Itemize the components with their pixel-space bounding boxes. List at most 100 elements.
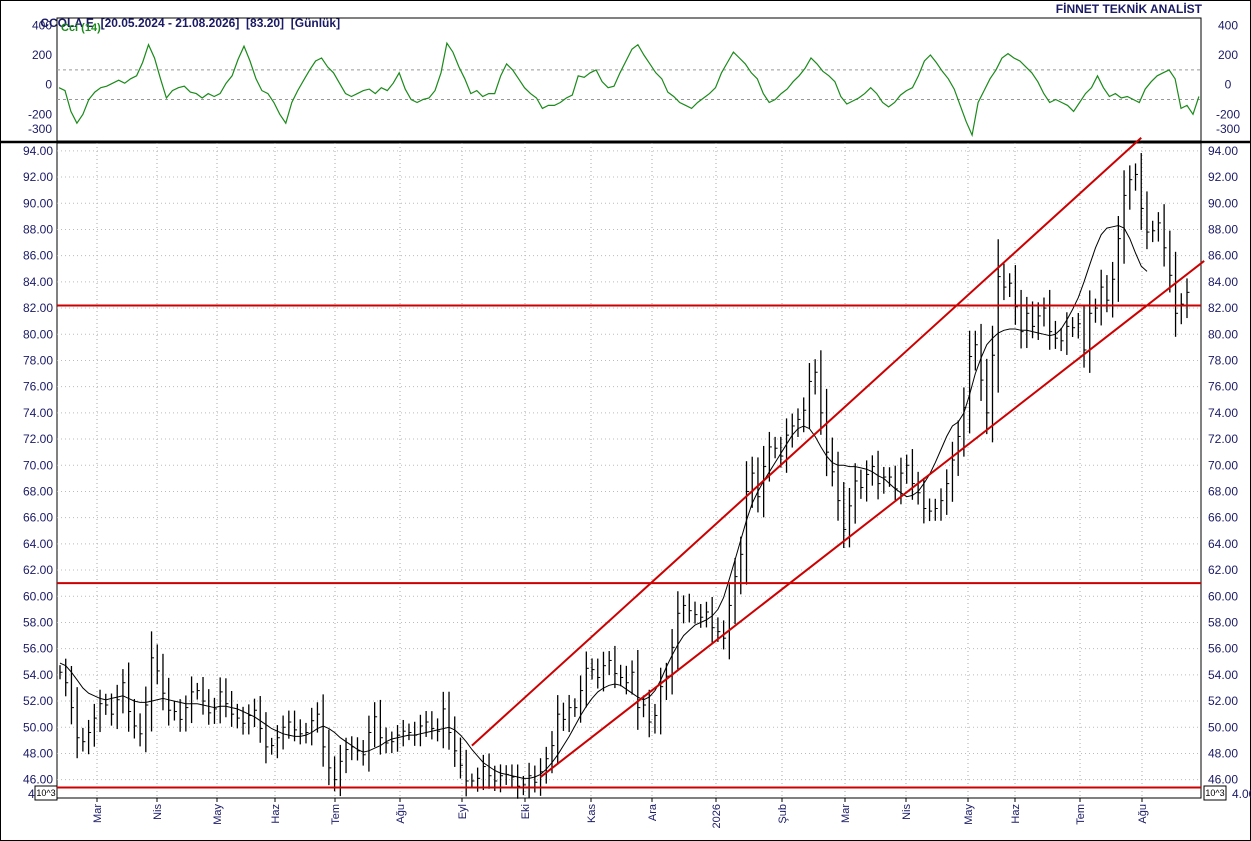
price-y-tick-label-right: 52.00 (1208, 694, 1238, 708)
cci-y-tick-label-left: -200 (28, 107, 52, 121)
price-y-tick-label-right: 92.00 (1208, 170, 1238, 184)
cci-y-tick-label-right: -300 (1216, 122, 1240, 136)
x-tick-label: Tem (1075, 804, 1087, 825)
x-tick-label: May (963, 804, 975, 825)
x-tick-label: May (212, 804, 224, 825)
period-label: [Günlük] (290, 16, 341, 30)
scale-note-box (34, 785, 58, 801)
price-y-tick-label-left: 48.00 (23, 746, 53, 760)
x-tick-label: Haz (270, 804, 282, 824)
price-y-tick-label-right: 66.00 (1208, 511, 1238, 525)
cci-y-tick-label-left: 400 (32, 18, 52, 32)
scale-note-text: 10^3 (36, 788, 55, 798)
price-y-tick-label-left: 86.00 (23, 249, 53, 263)
price-y-tick-label-left: 56.00 (23, 642, 53, 656)
price-y-tick-label-left: 88.00 (23, 222, 53, 236)
price-y-tick-label-left: 54.00 (23, 668, 53, 682)
x-tick-label: Kas (586, 804, 598, 823)
channel-lower-line (539, 260, 1205, 778)
x-tick-label: Eyl (457, 804, 469, 819)
price-y-tick-label-right: 70.00 (1208, 458, 1238, 472)
cci-y-tick-label-left: -300 (28, 122, 52, 136)
x-tick-label: 2026 (711, 804, 723, 828)
price-y-tick-label-left: 90.00 (23, 196, 53, 210)
price-y-tick-label-left: 82.00 (23, 301, 53, 315)
price-y-tick-label-right: 78.00 (1208, 353, 1238, 367)
price-y-tick-label-right: 62.00 (1208, 563, 1238, 577)
x-tick-label: Mar (92, 804, 104, 823)
price-y-tick-label-left: 80.00 (23, 327, 53, 341)
x-tick-label: Ağu (395, 804, 407, 824)
price-y-tick-label-right: 48.00 (1208, 746, 1238, 760)
price-y-tick-label-right: 56.00 (1208, 642, 1238, 656)
price-y-tick-label-left: 60.00 (23, 589, 53, 603)
price-y-tick-label-left: 84.00 (23, 275, 53, 289)
cci-line (58, 41, 1200, 138)
x-tick-label: Tem (330, 804, 342, 825)
cci-indicator-label: Cci (14) (61, 22, 101, 34)
scale-note-box (1203, 785, 1227, 801)
price-y-tick-label-right: 94.00 (1208, 144, 1238, 158)
price-y-tick-label-right: 54.00 (1208, 668, 1238, 682)
price-y-tick-label-left: 72.00 (23, 432, 53, 446)
price-y-tick-label-right: 68.00 (1208, 484, 1238, 498)
channel-upper-line (471, 137, 1142, 747)
price-y-tick-label-right: 72.00 (1208, 432, 1238, 446)
price-y-tick-label-left: 66.00 (23, 511, 53, 525)
price-y-tick-label-right: 90.00 (1208, 196, 1238, 210)
x-tick-label: Ara (647, 803, 659, 821)
last-price-label: [83.20] (246, 16, 285, 30)
price-y-tick-label-right: 80.00 (1208, 327, 1238, 341)
price-y-tick-label-left: 64.00 (23, 537, 53, 551)
price-y-tick-label-left: 52.00 (23, 694, 53, 708)
date-range-label: [20.05.2024 - 21.08.2026] (100, 16, 240, 30)
price-y-tick-label-left: 78.00 (23, 353, 53, 367)
scale-note-text: 10^3 (1205, 788, 1224, 798)
cci-y-tick-label-right: 0 (1225, 78, 1232, 92)
x-tick-label: Ağu (1137, 804, 1149, 824)
price-y-tick-label-right: 64.00 (1208, 537, 1238, 551)
cci-y-tick-label-right: -200 (1216, 107, 1240, 121)
price-y-tick-label-right: 82.00 (1208, 301, 1238, 315)
cci-y-tick-label-left: 200 (32, 48, 52, 62)
price-y-tick-label-right: 50.00 (1208, 720, 1238, 734)
cci-y-tick-label-right: 400 (1218, 18, 1238, 32)
price-y-tick-label-right: 76.00 (1208, 380, 1238, 394)
chart-title: CCOLA E [20.05.2024 - 21.08.2026] [83.20… (27, 2, 340, 44)
moving-average-line (59, 224, 1148, 779)
brand-label: FİNNET TEKNİK ANALİST (1055, 2, 1202, 16)
symbol-label: CCOLA E (40, 16, 94, 30)
cci-y-tick-label-left: 0 (45, 78, 52, 92)
price-y-tick-label-cut-right: 4.00 (1232, 787, 1251, 801)
x-tick-label: Nis (152, 804, 164, 820)
price-panel-frame (56, 142, 1202, 799)
price-y-tick-label-right: 58.00 (1208, 615, 1238, 629)
price-y-tick-label-left: 92.00 (23, 170, 53, 184)
x-tick-label: Şub (777, 804, 789, 824)
price-y-tick-label-left: 58.00 (23, 615, 53, 629)
price-y-tick-label-right: 84.00 (1208, 275, 1238, 289)
price-y-tick-label-right: 46.00 (1208, 773, 1238, 787)
chart-header: CCOLA E [20.05.2024 - 21.08.2026] [83.20… (0, 0, 1251, 30)
cci-y-tick-label-right: 200 (1218, 48, 1238, 62)
price-y-tick-label-left: 50.00 (23, 720, 53, 734)
x-tick-label: Nis (901, 804, 913, 820)
x-tick-label: Haz (1010, 804, 1022, 824)
price-y-tick-label-left: 70.00 (23, 458, 53, 472)
price-bars (59, 153, 1190, 799)
scale-note: 10^3 (34, 785, 58, 801)
price-y-tick-label-right: 74.00 (1208, 406, 1238, 420)
x-tick-label: Mar (840, 804, 852, 823)
price-y-tick-label-left: 62.00 (23, 563, 53, 577)
price-y-tick-label-left: 68.00 (23, 484, 53, 498)
scale-note: 10^3 (1203, 785, 1227, 801)
price-y-tick-label-right: 86.00 (1208, 249, 1238, 263)
price-y-tick-label-left: 94.00 (23, 144, 53, 158)
price-y-tick-label-left: 46.00 (23, 773, 53, 787)
price-y-tick-label-left: 74.00 (23, 406, 53, 420)
x-tick-label: Eki (520, 804, 532, 819)
price-y-tick-label-right: 88.00 (1208, 222, 1238, 236)
price-y-tick-label-left: 76.00 (23, 380, 53, 394)
